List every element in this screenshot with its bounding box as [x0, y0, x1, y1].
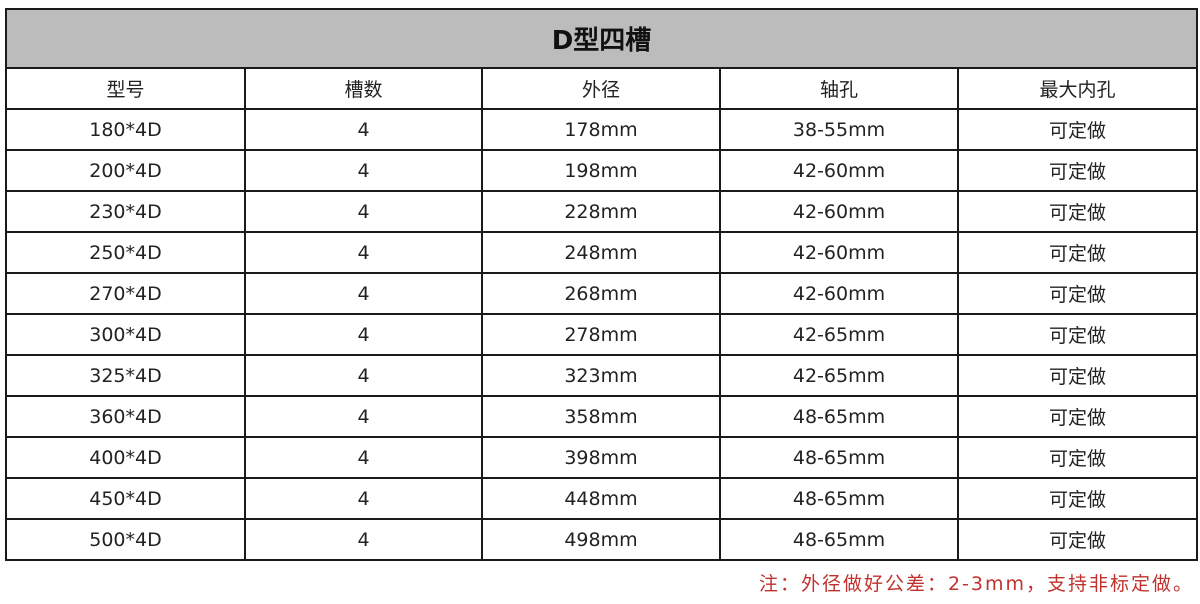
table-cell: 4: [244, 231, 483, 274]
table-row: 325*4D 4 323mm 42-65mm 可定做: [5, 354, 1199, 397]
table-cell: 325*4D: [5, 354, 246, 397]
table-cell: 4: [244, 149, 483, 192]
table-cell: 48-65mm: [719, 518, 959, 561]
table-cell: 42-65mm: [719, 313, 959, 356]
column-header: 外径: [481, 67, 721, 110]
table-row: 180*4D 4 178mm 38-55mm 可定做: [5, 108, 1199, 151]
table-cell: 4: [244, 477, 483, 520]
table-cell: 498mm: [481, 518, 721, 561]
table-cell: 42-60mm: [719, 272, 959, 315]
table-cell: 500*4D: [5, 518, 246, 561]
table-cell: 4: [244, 395, 483, 438]
table-cell: 可定做: [956, 272, 1199, 315]
table-cell: 42-60mm: [719, 231, 959, 274]
table-cell: 42-65mm: [719, 354, 959, 397]
table-row: 230*4D 4 228mm 42-60mm 可定做: [5, 190, 1199, 233]
table-cell: 4: [244, 518, 483, 561]
table-cell: 4: [244, 354, 483, 397]
table-cell: 448mm: [481, 477, 721, 520]
table-cell: 230*4D: [5, 190, 246, 233]
table-row: 250*4D 4 248mm 42-60mm 可定做: [5, 231, 1199, 274]
column-header: 型号: [5, 67, 246, 110]
table-cell: 250*4D: [5, 231, 246, 274]
table-cell: 398mm: [481, 436, 721, 479]
table-cell: 可定做: [956, 518, 1199, 561]
table-cell: 4: [244, 190, 483, 233]
table-cell: 268mm: [481, 272, 721, 315]
table-cell: 450*4D: [5, 477, 246, 520]
table-cell: 可定做: [956, 436, 1199, 479]
table-cell: 4: [244, 108, 483, 151]
table-cell: 323mm: [481, 354, 721, 397]
table-cell: 4: [244, 313, 483, 356]
table-cell: 178mm: [481, 108, 721, 151]
note-text: 注：外径做好公差：2-3mm，支持非标定做。: [758, 573, 1194, 595]
table-row: 500*4D 4 498mm 48-65mm 可定做: [5, 518, 1199, 561]
table-row: 270*4D 4 268mm 42-60mm 可定做: [5, 272, 1199, 315]
table-row: 400*4D 4 398mm 48-65mm 可定做: [5, 436, 1199, 479]
table-cell: 可定做: [956, 395, 1199, 438]
table-cell: 可定做: [956, 190, 1199, 233]
table-cell: 42-60mm: [719, 190, 959, 233]
table-cell: 270*4D: [5, 272, 246, 315]
table-cell: 可定做: [956, 108, 1199, 151]
table-cell: 38-55mm: [719, 108, 959, 151]
table-cell: 可定做: [956, 313, 1199, 356]
table-row: 450*4D 4 448mm 48-65mm 可定做: [5, 477, 1199, 520]
table-cell: 180*4D: [5, 108, 246, 151]
spec-table: D型四槽 型号 槽数 外径 轴孔 最大内孔 180*4D 4 178mm 38-55m…: [4, 8, 1199, 561]
table-row: 200*4D 4 198mm 42-60mm 可定做: [5, 149, 1199, 192]
table-row: 360*4D 4 358mm 48-65mm 可定做: [5, 395, 1199, 438]
table-cell: 228mm: [481, 190, 721, 233]
header-row: 型号 槽数 外径 轴孔 最大内孔: [5, 67, 1199, 110]
table-cell: 可定做: [956, 477, 1199, 520]
table-cell: 300*4D: [5, 313, 246, 356]
table-cell: 278mm: [481, 313, 721, 356]
table-cell: 400*4D: [5, 436, 246, 479]
table-cell: 358mm: [481, 395, 721, 438]
table-cell: 可定做: [956, 354, 1199, 397]
table-cell: 可定做: [956, 231, 1199, 274]
table-cell: 200*4D: [5, 149, 246, 192]
table-title: D型四槽: [4, 8, 1199, 69]
table-cell: 248mm: [481, 231, 721, 274]
table-row: 300*4D 4 278mm 42-65mm 可定做: [5, 313, 1199, 356]
table-cell: 48-65mm: [719, 395, 959, 438]
table-cell: 4: [244, 436, 483, 479]
table-cell: 198mm: [481, 149, 721, 192]
column-header: 轴孔: [719, 67, 959, 110]
table-cell: 48-65mm: [719, 477, 959, 520]
table-cell: 4: [244, 272, 483, 315]
table-cell: 可定做: [956, 149, 1199, 192]
column-header: 最大内孔: [956, 67, 1199, 110]
table-cell: 48-65mm: [719, 436, 959, 479]
column-header: 槽数: [244, 67, 483, 110]
table-cell: 360*4D: [5, 395, 246, 438]
table-cell: 42-60mm: [719, 149, 959, 192]
